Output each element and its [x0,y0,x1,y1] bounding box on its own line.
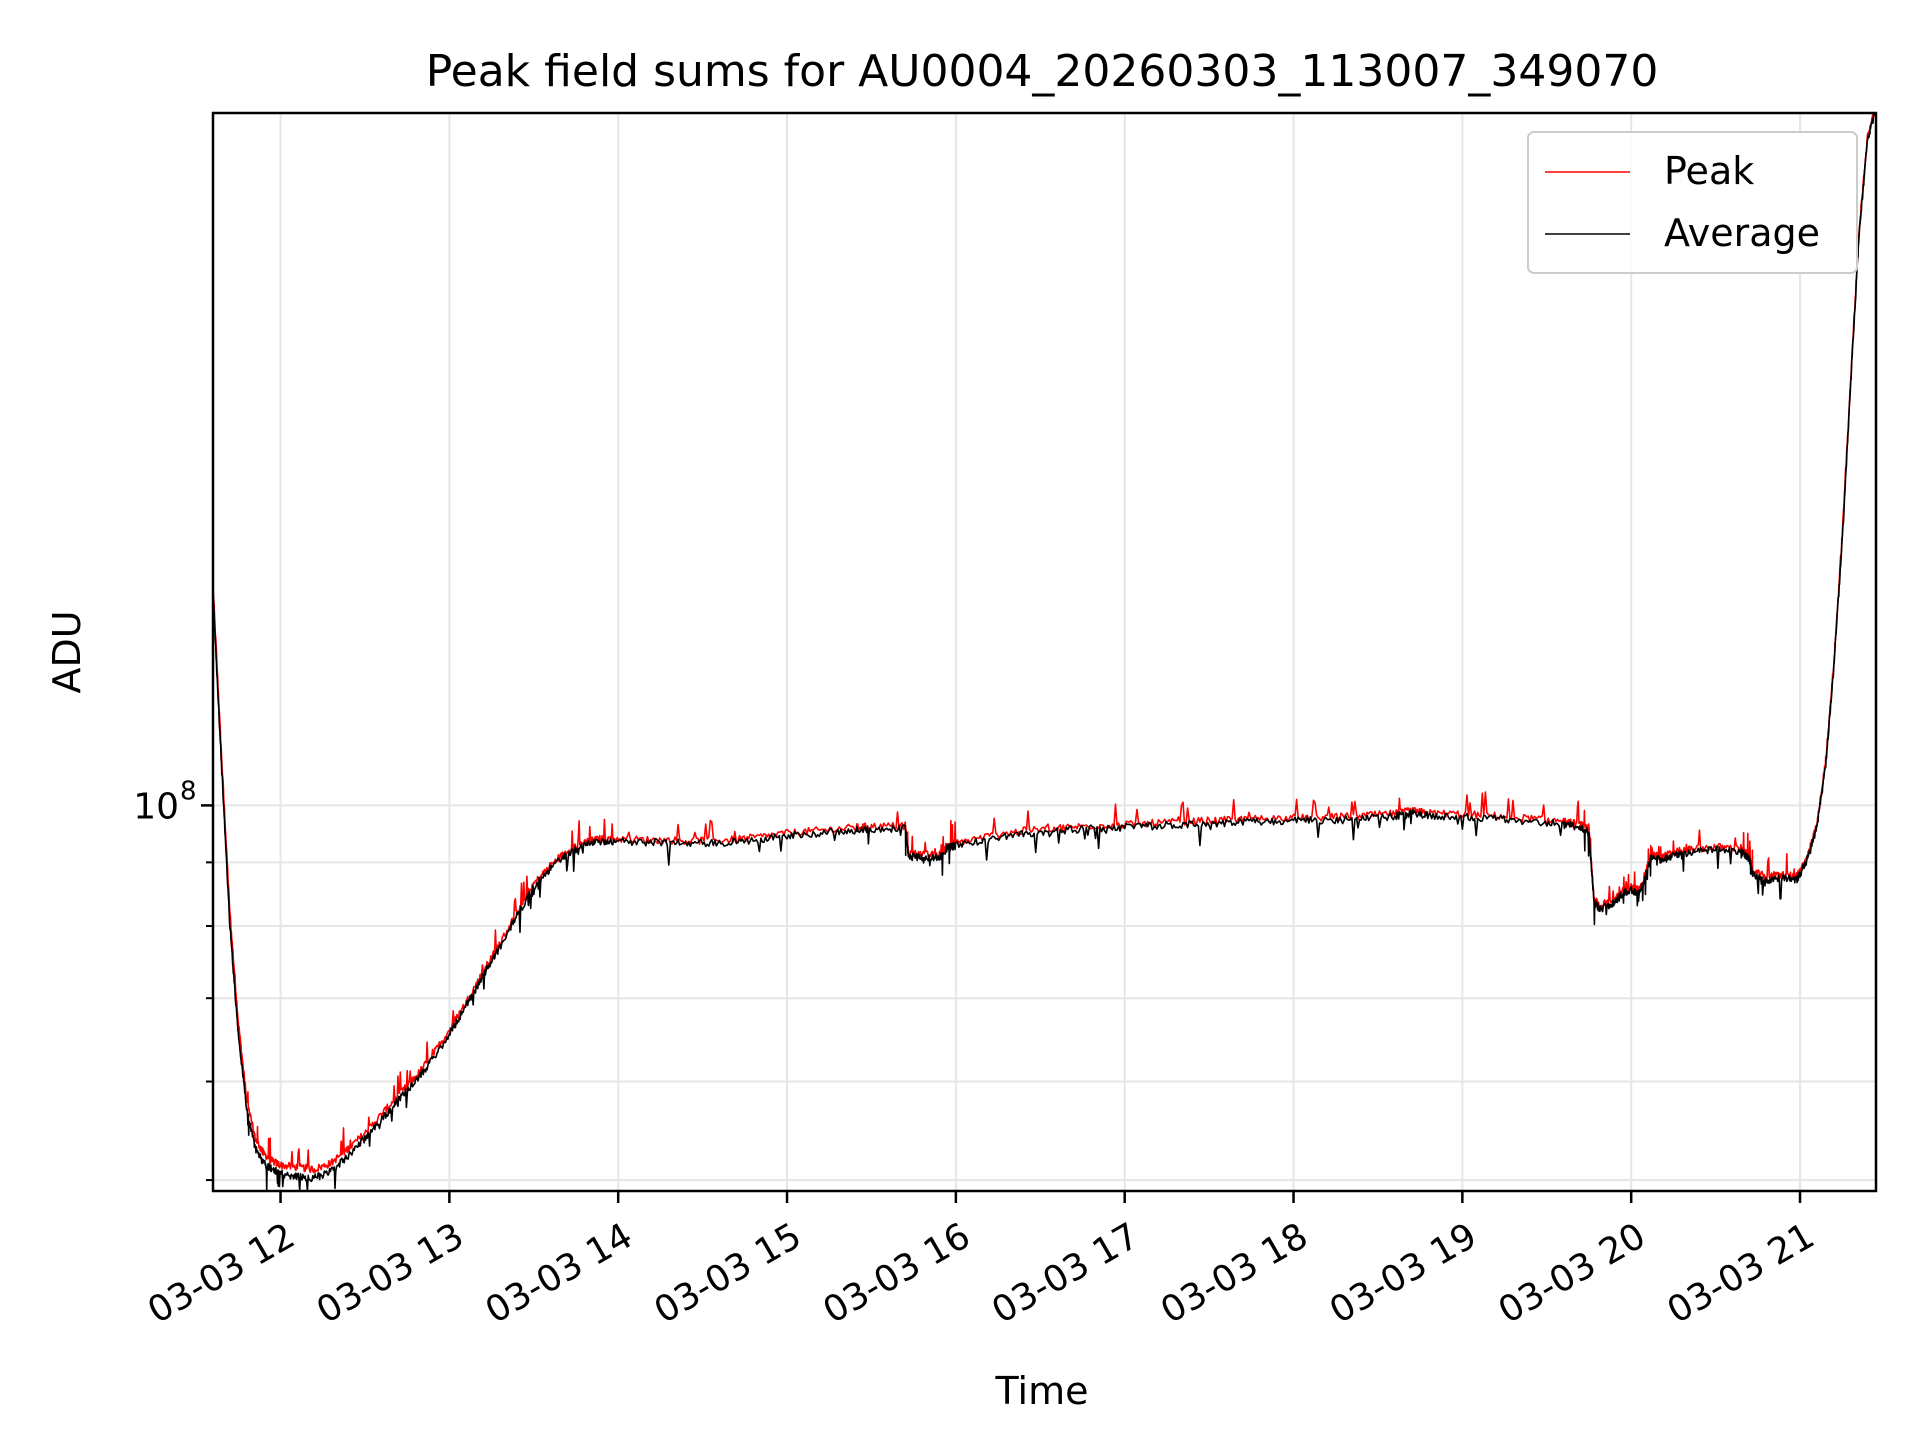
plot-frame [211,111,1878,1193]
y-axis-label: ADU [45,610,89,693]
grid [213,113,1876,1191]
legend-average-label: Average [1664,211,1820,255]
series-layer [212,112,1877,1192]
legend-peak-label: Peak [1664,149,1754,193]
legend: Peak Average [1527,131,1858,274]
series-line-average [212,112,1877,1192]
x-axis-label: Time [995,1369,1089,1413]
series-line-peak [212,112,1877,1174]
chart-title: Peak field sums for AU0004_20260303_1130… [426,46,1659,97]
legend-box [1527,131,1858,274]
y-axis-ticks: 10 8 [133,776,213,1182]
y-tick-label: 10 [133,786,179,827]
y-tick-exponent: 8 [180,776,197,806]
